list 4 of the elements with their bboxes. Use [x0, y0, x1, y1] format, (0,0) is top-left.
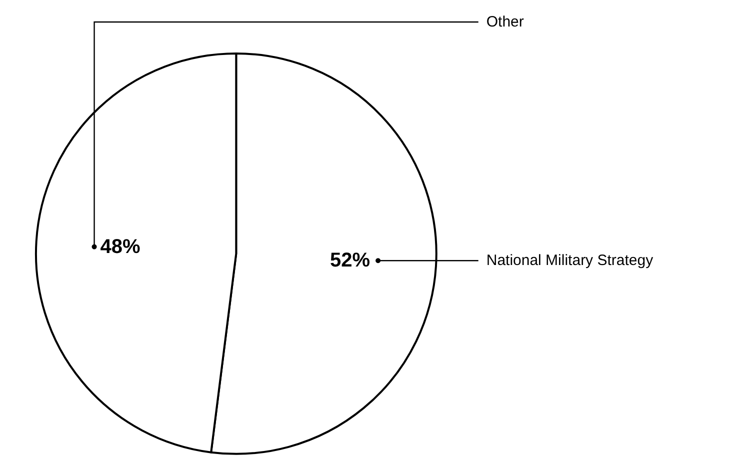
slice-label: National Military Strategy [486, 252, 654, 270]
data-label: 48% [100, 236, 141, 258]
slice-label: Other [486, 14, 524, 30]
data-label: 52% [330, 250, 370, 272]
